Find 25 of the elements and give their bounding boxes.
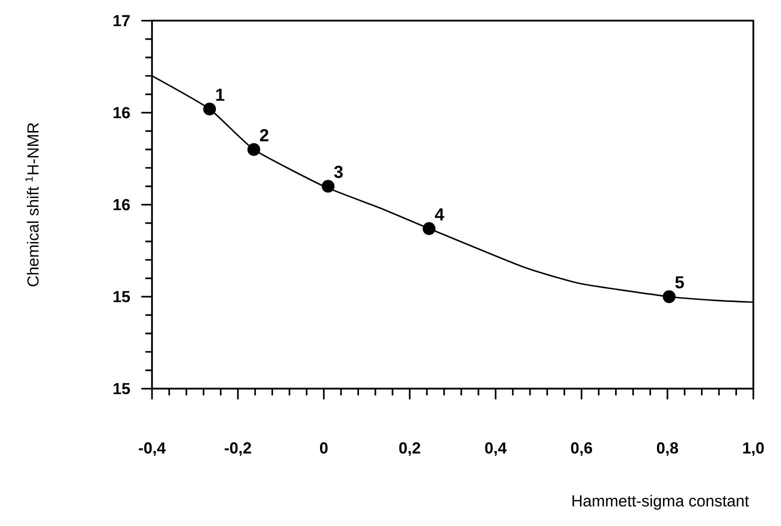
annotation: 4	[434, 208, 444, 220]
y-axis-title: Chemical shift $^{1}$H-NMR	[25, 122, 39, 286]
x-tick-label: -0,2	[224, 442, 252, 456]
point	[247, 143, 260, 156]
y-tick-label: 17	[114, 15, 130, 26]
y-tick-label: 16	[114, 107, 130, 118]
x-tick-label: 0	[320, 442, 328, 454]
y-tick-label: 15	[114, 291, 130, 302]
x-tick-label: 0,6	[571, 442, 592, 456]
y-tick-label: 16	[114, 199, 130, 210]
point	[322, 180, 335, 193]
annotation: 2	[260, 129, 268, 142]
point	[203, 102, 216, 116]
annotation: 3	[334, 166, 343, 178]
point	[662, 290, 676, 304]
x-tick-label: 1,0	[743, 442, 764, 456]
x-tick-label: 0,8	[656, 442, 678, 456]
annotation: 1	[216, 88, 224, 101]
x-tick-label: 0,4	[485, 442, 507, 456]
x-axis-title: Hammett-sigma constant	[572, 494, 749, 510]
x-tick-label: -0,4	[138, 442, 166, 456]
x-tick-label: 0,2	[399, 442, 420, 456]
point	[422, 222, 436, 235]
y-tick-label: 15	[114, 383, 130, 394]
annotation: 5	[675, 276, 684, 288]
